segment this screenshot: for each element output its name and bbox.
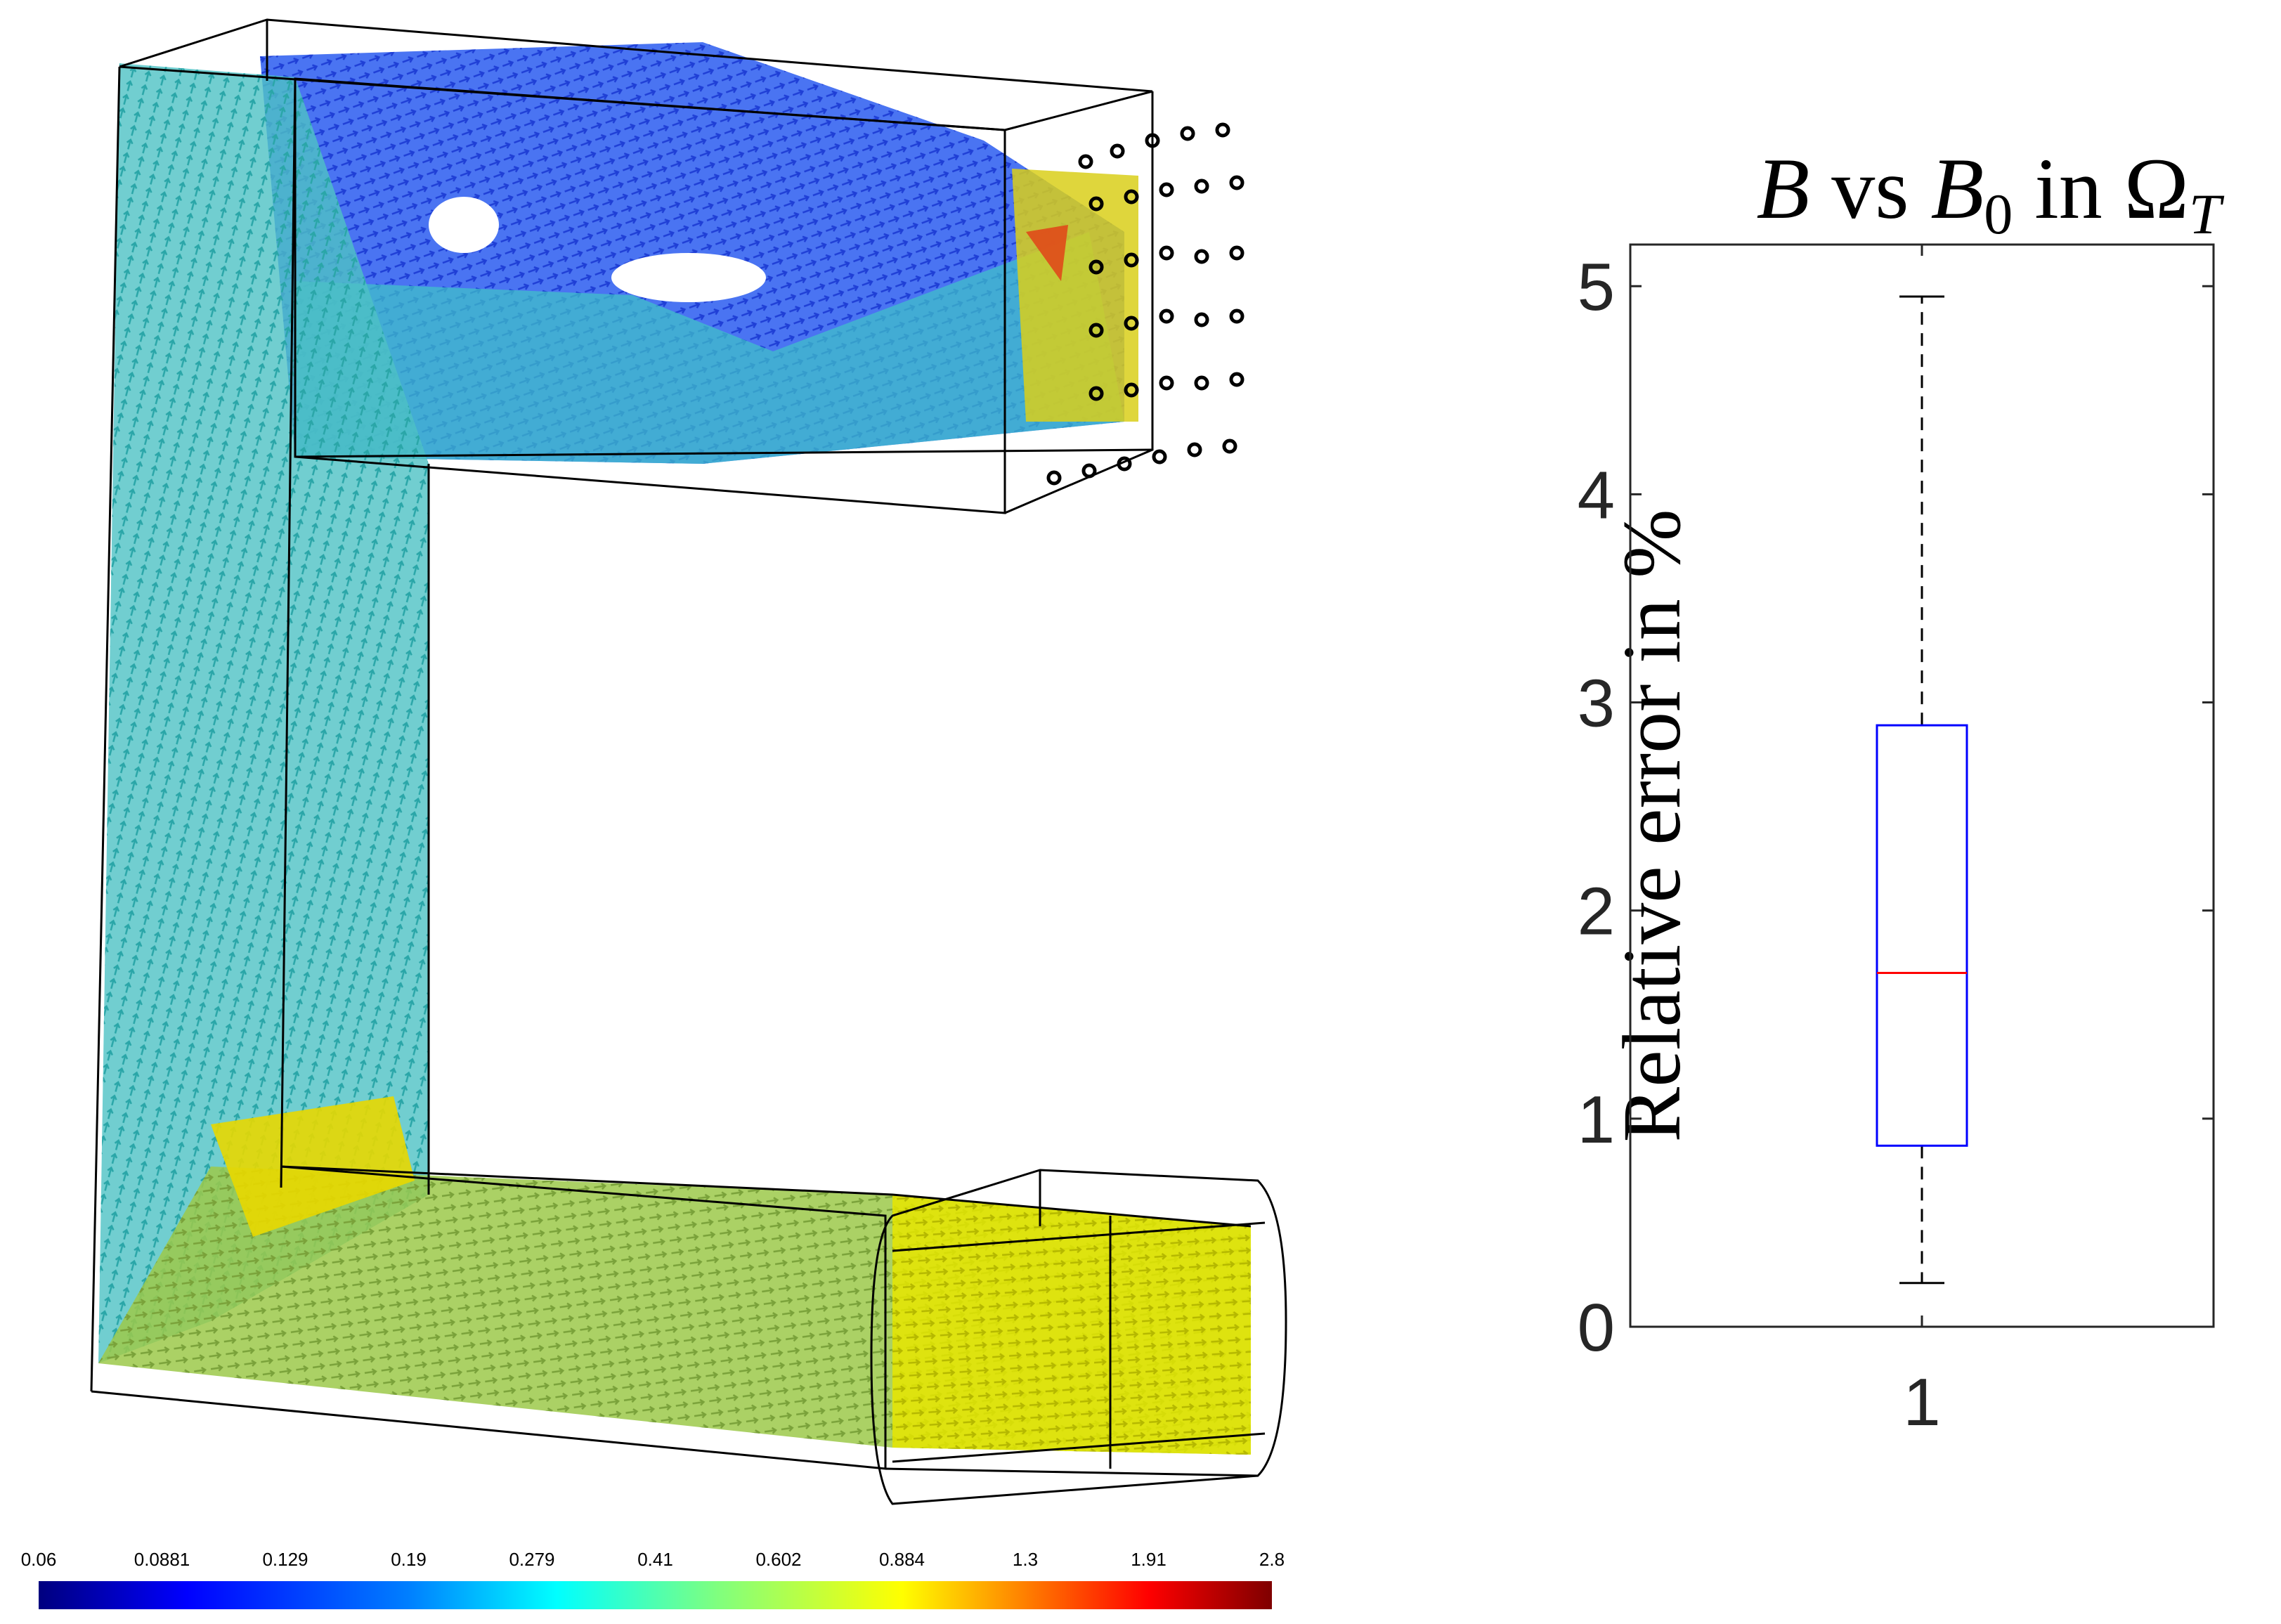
colorbar-tick-label: 2.8 bbox=[1259, 1549, 1285, 1570]
field-region-outlet-overlay bbox=[892, 1195, 1251, 1455]
field-hotspot-inlet bbox=[1012, 169, 1138, 422]
colorbar-tick-label: 0.129 bbox=[262, 1549, 308, 1570]
colorbar-tick-label: 0.602 bbox=[755, 1549, 801, 1570]
vector-field-figure: 0.06 0.0881 0.129 0.19 0.279 0.41 0.602 0.884 1.… bbox=[21, 18, 1287, 1609]
y-tick-label: 3 bbox=[1578, 666, 1615, 741]
field-void-1 bbox=[611, 253, 766, 302]
boxplot-chart: B vs B0 in ΩT Relative error in % 0 1 2 3 4 5… bbox=[1578, 141, 2225, 1440]
colorbar-tick-label: 0.41 bbox=[637, 1549, 673, 1570]
field-region-upper-cyan bbox=[295, 232, 1124, 464]
colorbar-tick-label: 1.91 bbox=[1131, 1549, 1167, 1570]
y-tick-label: 5 bbox=[1578, 249, 1615, 325]
chart-title: B vs B0 in ΩT bbox=[1757, 141, 2225, 246]
y-tick-label: 4 bbox=[1578, 457, 1615, 533]
y-axis-label: Relative error in % bbox=[1606, 509, 1698, 1142]
outlet-coil-wireframe bbox=[870, 1169, 1287, 1505]
box-iqr bbox=[1876, 724, 1968, 1147]
colorbar bbox=[39, 1581, 1272, 1609]
x-tick-label: 1 bbox=[1903, 1365, 1940, 1440]
colorbar-tick-label: 0.19 bbox=[391, 1549, 427, 1570]
colorbar-tick-label: 0.0881 bbox=[134, 1549, 190, 1570]
field-hotspot-inlet-red bbox=[1026, 225, 1068, 281]
field-region-column-overlay bbox=[98, 63, 429, 1363]
y-tick-label: 0 bbox=[1578, 1290, 1615, 1365]
field-void-2 bbox=[429, 197, 499, 253]
y-tick-label: 1 bbox=[1578, 1082, 1615, 1157]
colorbar-tick-label: 0.279 bbox=[509, 1549, 554, 1570]
coil-markers bbox=[1046, 122, 1245, 486]
colorbar-tick-label: 0.884 bbox=[879, 1549, 925, 1570]
colorbar-tick-label: 1.3 bbox=[1013, 1549, 1038, 1570]
colorbar-tick-label: 0.06 bbox=[21, 1549, 57, 1570]
field-hotspot-corner bbox=[211, 1096, 415, 1237]
geometry-wireframe bbox=[90, 18, 1259, 1477]
y-tick-label: 2 bbox=[1578, 874, 1615, 949]
